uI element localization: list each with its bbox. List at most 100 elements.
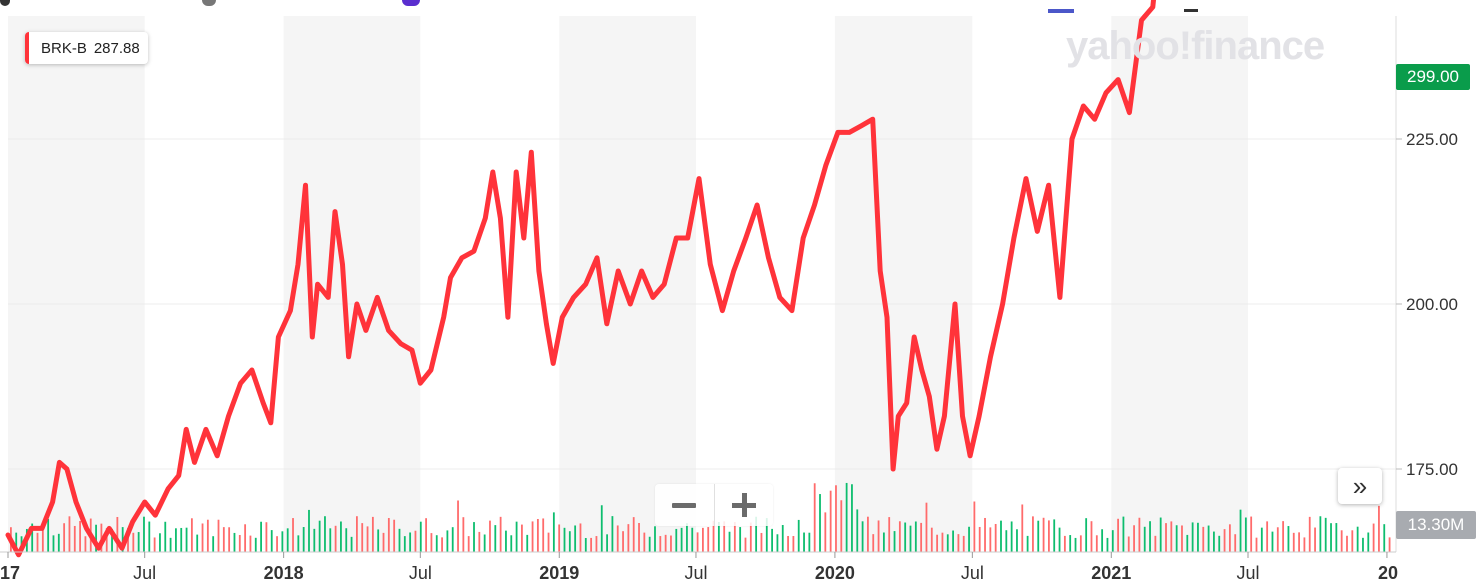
volume-bar (765, 518, 768, 552)
zoom-divider (713, 484, 715, 526)
volume-bar (1026, 535, 1029, 552)
volume-bar (52, 535, 55, 552)
volume-bar (1239, 509, 1242, 552)
half-year-band (283, 16, 421, 552)
zoom-in-button[interactable] (714, 484, 773, 526)
volume-bar (680, 527, 683, 552)
volume-bar (1335, 523, 1338, 552)
volume-bar (1127, 536, 1130, 552)
volume-bar (632, 517, 635, 552)
current-volume-tag: 13.30M (1396, 511, 1476, 539)
volume-bar (920, 522, 923, 552)
volume-bar (1346, 535, 1348, 552)
volume-bar (696, 532, 699, 552)
volume-bar (1181, 525, 1183, 552)
volume-bar (691, 527, 694, 552)
volume-bar (1207, 525, 1210, 552)
x-axis-ticks: 17 Jul 2018 Jul 2019 Jul 2020 Jul 2021 Jul 20 (0, 552, 1398, 583)
volume-bar (962, 535, 965, 552)
volume-bar (1005, 530, 1008, 552)
volume-bar (41, 525, 44, 552)
volume-bar (1324, 517, 1327, 552)
volume-bar (1276, 527, 1279, 552)
volume-bar (393, 519, 396, 552)
volume-bar (686, 523, 688, 552)
volume-bar (877, 520, 880, 552)
volume-bar (206, 519, 209, 552)
volume-bar (175, 528, 177, 552)
volume-bar (893, 531, 896, 552)
volume-bar (968, 526, 970, 552)
volume-bar (728, 531, 731, 552)
volume-bar (835, 485, 837, 552)
volume-bar (925, 502, 928, 552)
volume-bar (1037, 520, 1040, 552)
volume-bar (68, 516, 71, 552)
volume-bar (414, 530, 417, 552)
volume-bar (1090, 521, 1093, 552)
volume-bar (664, 534, 667, 552)
volume-bar (600, 505, 603, 552)
volume-bar (654, 526, 656, 552)
volume-bar (659, 536, 662, 552)
volume-bar (313, 528, 316, 552)
current-price-tag: 299.00 (1396, 64, 1470, 90)
volume-bar (1133, 525, 1135, 552)
volume-bar (1255, 537, 1258, 552)
volume-bar (1175, 525, 1178, 552)
volume-bar (1234, 534, 1237, 552)
volume-bar (1388, 537, 1391, 552)
volume-bar (568, 531, 571, 552)
volume-bar (1266, 521, 1269, 552)
volume-bar (1202, 526, 1205, 552)
plus-icon (731, 493, 756, 517)
volume-bar (249, 535, 252, 552)
volume-bar (1367, 532, 1370, 552)
volume-bar (797, 519, 800, 552)
y-tick-label: 200.00 (1406, 295, 1458, 314)
volume-bar (84, 536, 87, 552)
volume-bar (334, 525, 337, 552)
volume-bar (132, 532, 135, 552)
volume-bar (63, 523, 66, 552)
volume-bar (499, 516, 502, 552)
x-tick-label: 2019 (539, 563, 579, 583)
volume-bar (409, 532, 412, 552)
volume-bar (792, 536, 795, 552)
year-bands (8, 16, 1248, 552)
volume-bar (941, 532, 944, 552)
scroll-to-latest-button[interactable]: » (1338, 468, 1382, 504)
half-year-band (8, 16, 145, 552)
volume-bar (744, 537, 747, 552)
volume-bar (616, 525, 619, 552)
volume-bar (95, 524, 97, 552)
x-tick-label: 17 (0, 563, 20, 583)
volume-bar (824, 512, 827, 552)
volume-bar (978, 526, 981, 552)
minus-icon (672, 502, 697, 508)
toolbar-icon-fragment (0, 0, 10, 6)
volume-bar (930, 527, 933, 552)
yahoo-finance-watermark: yahoo!finance (1066, 24, 1325, 68)
volume-bar (180, 527, 183, 552)
x-tick-label: 2020 (815, 563, 855, 583)
x-tick-label: Jul (409, 563, 432, 583)
volume-bar (345, 528, 348, 552)
volume-bar (238, 534, 241, 552)
volume-bar (1213, 531, 1215, 552)
volume-bar (340, 521, 342, 552)
volume-bar (675, 528, 678, 552)
volume-bar (1048, 520, 1050, 552)
volume-bar (398, 528, 401, 552)
volume-bar (217, 519, 220, 552)
volume-bar (57, 533, 60, 552)
legend[interactable]: BRK-B 287.88 (25, 32, 148, 64)
volume-bar (536, 518, 539, 552)
volume-bar (643, 532, 646, 552)
volume-bar (505, 530, 507, 552)
volume-bar (547, 532, 550, 552)
zoom-out-button[interactable] (655, 484, 714, 526)
volume-bar (36, 532, 39, 552)
